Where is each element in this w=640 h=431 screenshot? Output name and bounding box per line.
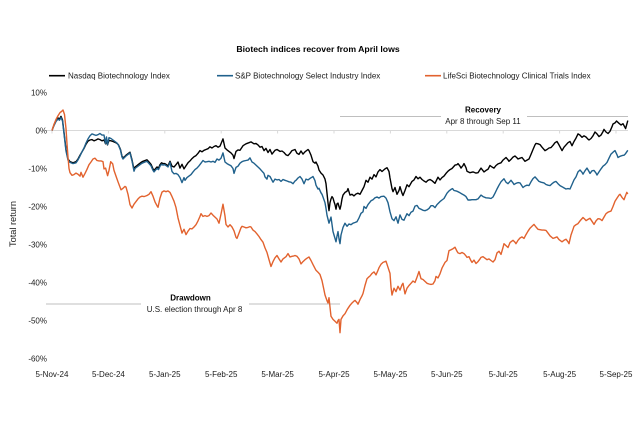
svg-text:5-Jul-25: 5-Jul-25 xyxy=(489,370,518,379)
svg-text:-40%: -40% xyxy=(28,278,47,287)
svg-text:0%: 0% xyxy=(35,126,47,135)
svg-text:-10%: -10% xyxy=(28,164,47,173)
svg-text:-60%: -60% xyxy=(28,354,47,363)
svg-text:Apr 8 through Sep 11: Apr 8 through Sep 11 xyxy=(445,117,521,126)
svg-text:U.S. election through Apr 8: U.S. election through Apr 8 xyxy=(147,305,243,314)
svg-text:5-Jun-25: 5-Jun-25 xyxy=(431,370,463,379)
svg-text:Recovery: Recovery xyxy=(465,106,502,115)
svg-text:5-Apr-25: 5-Apr-25 xyxy=(318,370,350,379)
svg-text:Biotech indices recover from A: Biotech indices recover from April lows xyxy=(236,44,400,54)
svg-text:Nasdaq Biotechnology Index: Nasdaq Biotechnology Index xyxy=(68,72,170,81)
svg-text:5-May-25: 5-May-25 xyxy=(374,370,408,379)
svg-text:5-Nov-24: 5-Nov-24 xyxy=(36,370,69,379)
svg-text:LifeSci Biotechnology Clinical: LifeSci Biotechnology Clinical Trials In… xyxy=(443,72,591,81)
svg-text:5-Feb-25: 5-Feb-25 xyxy=(205,370,238,379)
svg-text:5-Mar-25: 5-Mar-25 xyxy=(261,370,294,379)
svg-text:-20%: -20% xyxy=(28,202,47,211)
svg-text:S&P Biotechnology Select Indus: S&P Biotechnology Select Industry Index xyxy=(235,72,380,81)
svg-text:5-Aug-25: 5-Aug-25 xyxy=(543,370,576,379)
svg-text:-30%: -30% xyxy=(28,240,47,249)
svg-text:5-Sep-25: 5-Sep-25 xyxy=(600,370,633,379)
svg-text:Drawdown: Drawdown xyxy=(170,294,211,303)
svg-text:5-Dec-24: 5-Dec-24 xyxy=(92,370,125,379)
svg-text:Total return: Total return xyxy=(8,201,18,247)
svg-text:-50%: -50% xyxy=(28,316,47,325)
svg-text:5-Jan-25: 5-Jan-25 xyxy=(149,370,181,379)
svg-text:10%: 10% xyxy=(31,88,47,97)
